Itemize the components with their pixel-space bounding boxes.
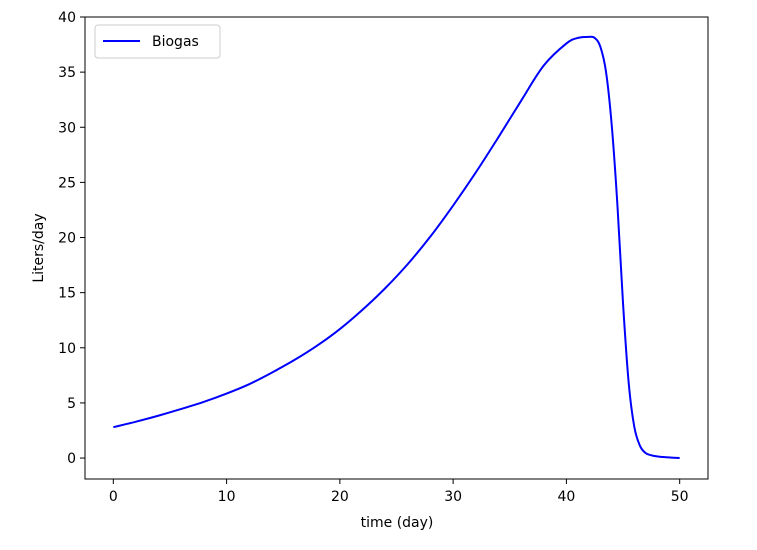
- x-tick-label: 0: [109, 489, 118, 505]
- x-tick-label: 10: [218, 489, 236, 505]
- y-tick-label: 0: [67, 451, 76, 467]
- legend: Biogas: [94, 24, 221, 59]
- x-tick-label: 20: [331, 489, 349, 505]
- x-tick-label: 50: [671, 489, 689, 505]
- series-layer: [113, 35, 680, 460]
- y-tick-label: 10: [58, 341, 76, 357]
- plot-frame: [84, 16, 709, 480]
- legend-box: [94, 24, 221, 59]
- legend-label: Biogas: [152, 34, 199, 50]
- y-tick-label: 15: [58, 286, 76, 302]
- ticks-layer: 0 10 20 30 40 50 0 5 10 15 20 25 30 35 40: [58, 10, 688, 505]
- y-tick-label: 5: [67, 396, 76, 412]
- y-axis-label: Liters/day: [31, 213, 47, 282]
- plot-background: [85, 17, 708, 479]
- y-tick-label: 25: [58, 175, 76, 191]
- x-axis-label: time (day): [361, 515, 434, 531]
- x-tick-label: 30: [444, 489, 462, 505]
- y-tick-label: 35: [58, 65, 76, 81]
- y-tick-label: 40: [58, 10, 76, 26]
- y-tick-label: 30: [58, 120, 76, 136]
- series-line-biogas: [113, 35, 680, 460]
- x-tick-label: 40: [557, 489, 575, 505]
- y-tick-label: 20: [58, 231, 76, 247]
